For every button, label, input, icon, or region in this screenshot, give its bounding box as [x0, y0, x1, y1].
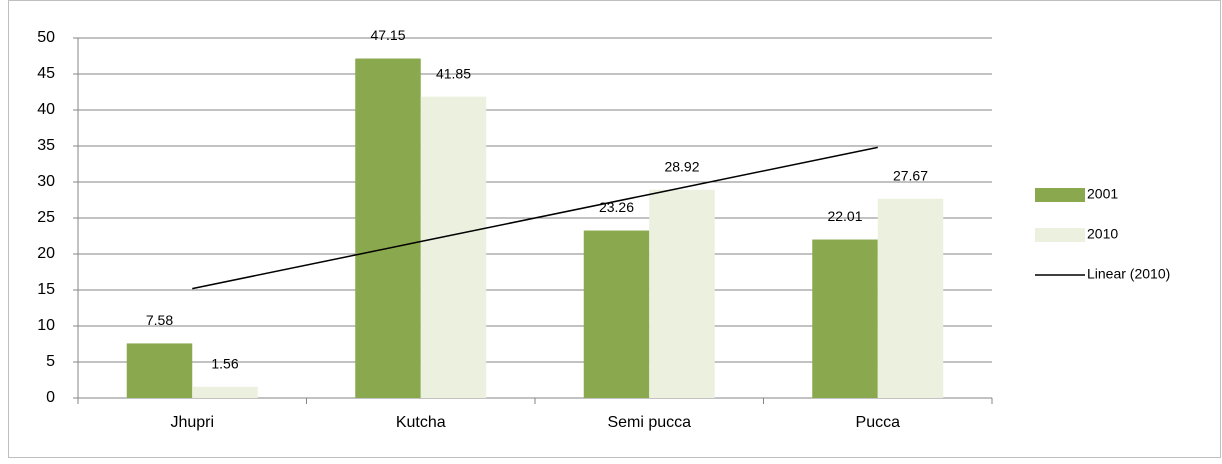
- data-label: 41.85: [436, 65, 471, 81]
- y-tick-label: 30: [37, 173, 55, 190]
- data-label: 1.56: [211, 355, 238, 371]
- bar: [583, 230, 650, 398]
- legend-label: 2001: [1087, 186, 1118, 202]
- bar: [812, 239, 878, 398]
- x-tick-label: Kutcha: [396, 414, 446, 431]
- y-tick-label: 45: [37, 65, 55, 82]
- x-tick-label: Jhupri: [170, 414, 214, 431]
- legend-label: Linear (2010): [1087, 266, 1170, 282]
- bar: [126, 343, 193, 398]
- y-tick-label: 35: [37, 137, 55, 154]
- bar: [192, 386, 258, 398]
- legend-label: 2010: [1087, 226, 1118, 242]
- bar: [355, 58, 421, 399]
- bar: [877, 198, 944, 398]
- y-tick-label: 10: [37, 317, 55, 334]
- legend-swatch: [1035, 188, 1085, 202]
- y-tick-label: 20: [37, 245, 55, 262]
- trend-line: [192, 146, 878, 290]
- y-tick-label: 5: [46, 353, 55, 370]
- bar: [649, 189, 715, 398]
- data-label: 28.92: [664, 158, 699, 174]
- data-label: 27.67: [893, 167, 928, 183]
- bar: [420, 96, 487, 399]
- y-tick-label: 40: [37, 101, 55, 118]
- y-tick-label: 15: [37, 281, 55, 298]
- data-label: 47.15: [370, 27, 405, 43]
- y-tick-label: 0: [46, 389, 55, 406]
- x-tick-label: Pucca: [856, 414, 901, 431]
- x-tick-label: Semi pucca: [607, 414, 691, 431]
- y-tick-label: 50: [37, 29, 55, 46]
- data-label: 22.01: [827, 208, 862, 224]
- data-label: 7.58: [146, 312, 173, 328]
- y-tick-label: 25: [37, 209, 55, 226]
- legend-swatch: [1035, 228, 1085, 242]
